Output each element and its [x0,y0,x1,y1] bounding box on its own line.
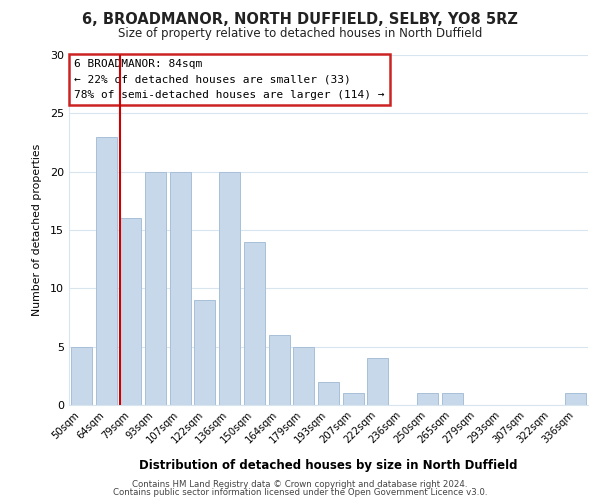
X-axis label: Distribution of detached houses by size in North Duffield: Distribution of detached houses by size … [139,460,518,472]
Text: 6 BROADMANOR: 84sqm
← 22% of detached houses are smaller (33)
78% of semi-detach: 6 BROADMANOR: 84sqm ← 22% of detached ho… [74,58,385,100]
Bar [318,382,339,405]
Bar [145,172,166,405]
Bar [565,394,586,405]
Text: Contains HM Land Registry data © Crown copyright and database right 2024.: Contains HM Land Registry data © Crown c… [132,480,468,489]
Bar [269,335,290,405]
Text: 6, BROADMANOR, NORTH DUFFIELD, SELBY, YO8 5RZ: 6, BROADMANOR, NORTH DUFFIELD, SELBY, YO… [82,12,518,28]
Text: Contains public sector information licensed under the Open Government Licence v3: Contains public sector information licen… [113,488,487,497]
Bar [71,346,92,405]
Bar [194,300,215,405]
Text: Size of property relative to detached houses in North Duffield: Size of property relative to detached ho… [118,28,482,40]
Bar [120,218,141,405]
Bar [219,172,240,405]
Bar [244,242,265,405]
Bar [367,358,388,405]
Bar [417,394,438,405]
Bar [170,172,191,405]
Bar [293,346,314,405]
Y-axis label: Number of detached properties: Number of detached properties [32,144,41,316]
Bar [95,136,116,405]
Bar [442,394,463,405]
Bar [343,394,364,405]
